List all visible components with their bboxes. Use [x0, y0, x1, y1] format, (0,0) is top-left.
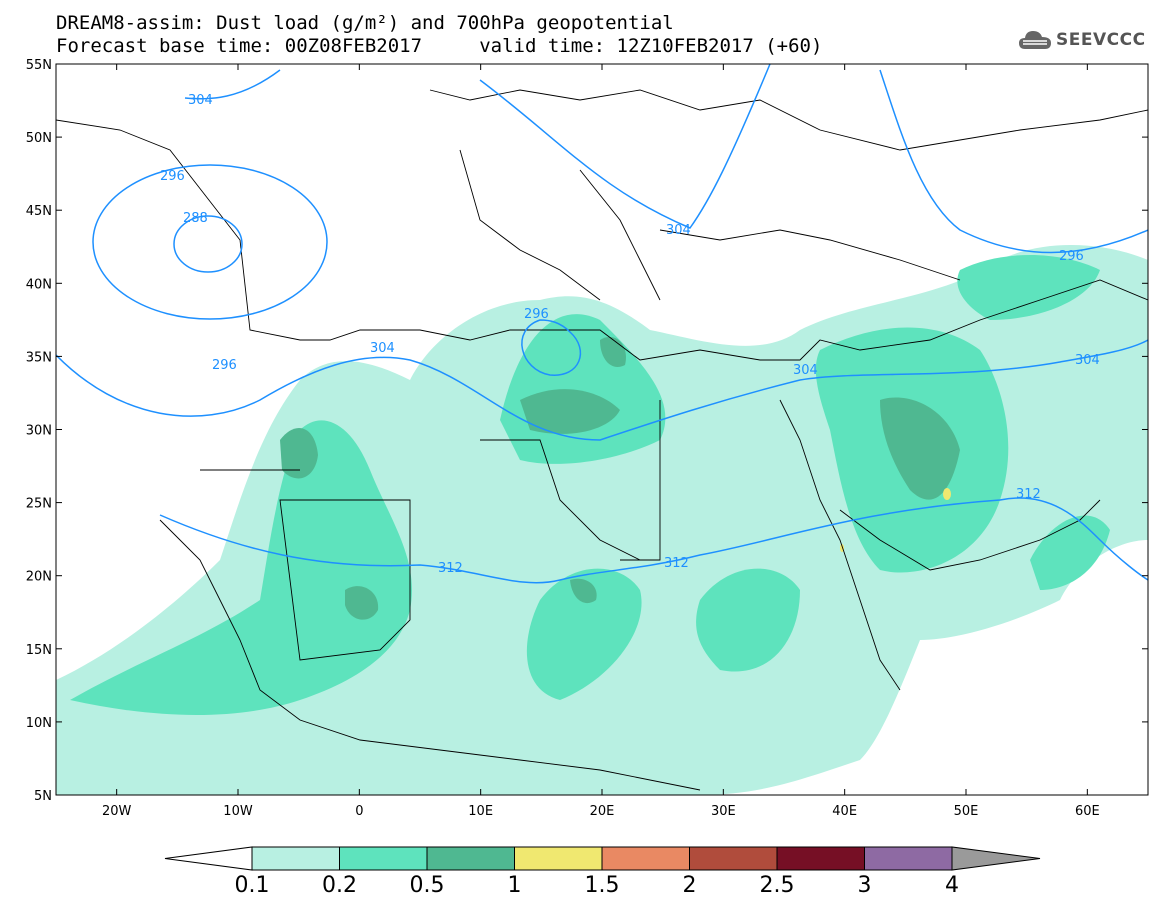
lat-tick-label: 40N: [26, 277, 52, 292]
map-title: DREAM8-assim: Dust load (g/m²) and 700hP…: [56, 12, 674, 34]
latitude-axis: 55N 50N 45N 40N 35N 30N 25N 20N 15N 10N 5N: [26, 58, 1148, 804]
dust-load-field: [56, 245, 1148, 795]
colorbar-level-label: 0.2: [322, 873, 357, 898]
lat-tick-label: 15N: [26, 643, 52, 658]
coastlines-and-borders: [56, 89, 1148, 791]
lat-tick-label: 45N: [26, 204, 52, 219]
lon-tick-label: 20E: [590, 804, 615, 819]
colorbar-swatch: [776, 846, 865, 871]
lat-tick-label: 5N: [34, 789, 52, 804]
contour-label: 288: [183, 211, 208, 226]
lat-tick-label: 35N: [26, 350, 52, 365]
colorbar-level-label: 4: [945, 873, 959, 898]
lat-tick-label: 10N: [26, 716, 52, 731]
lon-tick-label: 50E: [954, 804, 979, 819]
geopotential-contours: [56, 64, 1148, 584]
lon-tick-label: 20W: [102, 804, 132, 819]
colorbar-swatch: [339, 846, 428, 871]
colorbar-under-arrow: [164, 846, 253, 871]
colorbar-level-label: 0.1: [235, 873, 270, 898]
colorbar-level-label: 2.5: [760, 873, 795, 898]
lon-tick-label: 60E: [1075, 804, 1100, 819]
contour-label: 296: [212, 358, 237, 373]
contour-label: 304: [666, 223, 691, 238]
lat-tick-label: 20N: [26, 570, 52, 585]
cloud-icon: [1019, 31, 1051, 49]
lat-tick-label: 55N: [26, 58, 52, 73]
contour-label: 304: [793, 363, 818, 378]
colorbar-level-label: 1.5: [585, 873, 620, 898]
forecast-times: Forecast base time: 00Z08FEB2017 valid t…: [56, 35, 823, 57]
colorbar-level-label: 3: [858, 873, 872, 898]
logo-text: SEEVCCC: [1056, 30, 1146, 50]
contour-label: 296: [160, 169, 185, 184]
longitude-axis: 20W 10W 0 10E 20E 30E 40E 50E 60E: [102, 64, 1100, 819]
contour-label: 296: [1059, 249, 1084, 264]
colorbar-swatch: [864, 846, 953, 871]
contour-label: 304: [188, 93, 213, 108]
contour-labels: 304 296 288 296 304 296 304 296 304 304 …: [160, 93, 1100, 576]
colorbar-swatch: [426, 846, 515, 871]
lon-tick-label: 10E: [468, 804, 493, 819]
colorbar-level-label: 2: [683, 873, 697, 898]
contour-label: 312: [1016, 487, 1041, 502]
contour-label: 304: [1075, 353, 1100, 368]
contour-label: 312: [438, 561, 463, 576]
colorbar-swatch: [689, 846, 778, 871]
contour-label: 304: [370, 341, 395, 356]
colorbar-swatch: [251, 846, 340, 871]
colorbar-swatch: [601, 846, 690, 871]
lon-tick-label: 10W: [223, 804, 253, 819]
contour-label: 296: [524, 307, 549, 322]
colorbar-level-label: 1: [508, 873, 522, 898]
colorbar-swatch: [514, 846, 603, 871]
lat-tick-label: 25N: [26, 497, 52, 512]
lon-tick-label: 0: [355, 804, 363, 819]
contour-label: 312: [664, 556, 689, 571]
seevccc-logo: SEEVCCC: [1018, 26, 1146, 54]
colorbar: 0.1 0.2 0.5 1 1.5 2 2.5 3 4: [164, 846, 1041, 898]
lon-tick-label: 40E: [832, 804, 857, 819]
colorbar-level-label: 0.5: [410, 873, 445, 898]
lat-tick-label: 50N: [26, 131, 52, 146]
colorbar-over-arrow: [951, 846, 1041, 871]
lon-tick-label: 30E: [711, 804, 736, 819]
lat-tick-label: 30N: [26, 424, 52, 439]
